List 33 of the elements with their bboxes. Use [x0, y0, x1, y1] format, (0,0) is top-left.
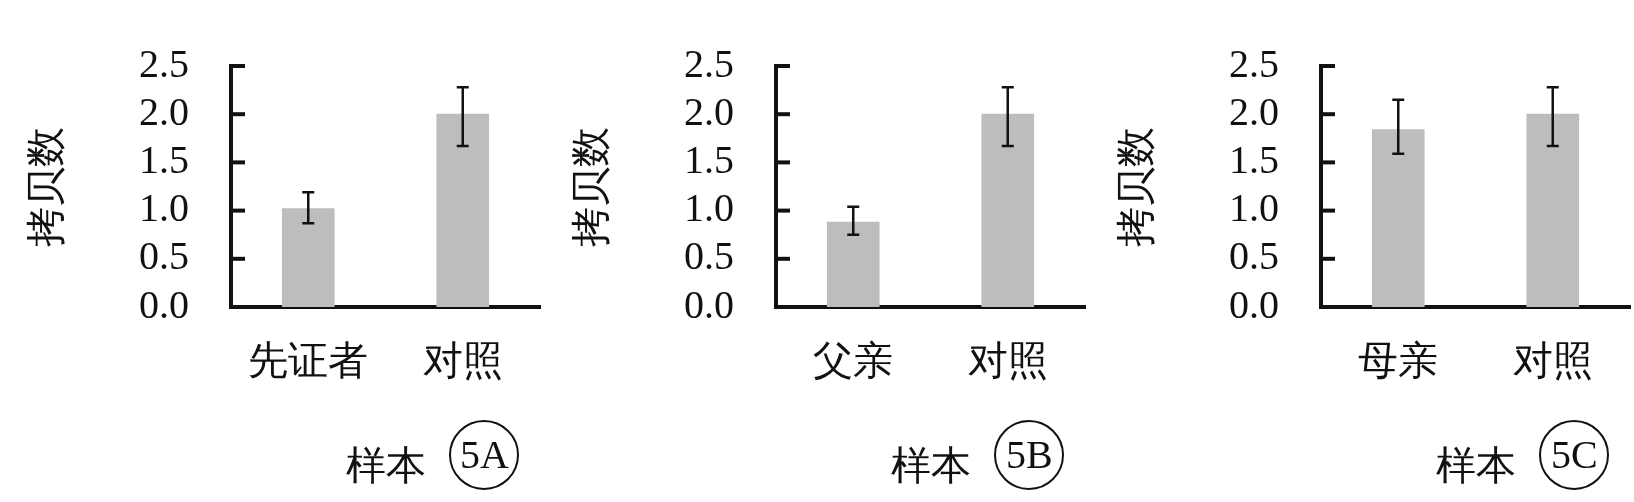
y-tick-label: 1.0	[684, 185, 734, 231]
y-tick-label: 0.0	[684, 281, 734, 327]
y-tick-label: 2.0	[139, 88, 189, 134]
y-tick-label: 1.5	[1229, 136, 1279, 182]
y-tick-label: 2.5	[139, 40, 189, 86]
y-axis-title: 拷贝数	[1112, 126, 1158, 247]
text: 5B	[994, 420, 1065, 490]
y-tick-label: 1.0	[139, 185, 189, 231]
y-tick-label: 2.0	[1229, 88, 1279, 134]
y-tick-label: 2.0	[684, 88, 734, 134]
x-tick-label: 先证者	[248, 337, 369, 383]
y-tick-label: 0.0	[1229, 281, 1279, 327]
x-axis-title: 样本	[890, 442, 971, 488]
x-tick-label: 对照	[967, 337, 1048, 383]
text: 5A	[449, 420, 520, 490]
y-tick-label: 2.5	[684, 40, 734, 86]
x-tick-label: 对照	[1512, 337, 1593, 383]
x-tick-label: 对照	[422, 337, 503, 383]
y-tick-label: 0.5	[139, 233, 189, 279]
y-tick-label: 1.5	[139, 136, 189, 182]
y-axis-title: 拷贝数	[22, 126, 68, 247]
y-tick-label: 2.5	[1229, 40, 1279, 86]
x-axis-title: 样本	[1435, 442, 1516, 488]
y-axis-title: 拷贝数	[567, 126, 613, 247]
x-tick-label: 父亲	[813, 337, 894, 383]
y-tick-label: 0.5	[1229, 233, 1279, 279]
y-tick-label: 1.5	[684, 136, 734, 182]
x-axis-title: 样本	[345, 442, 426, 488]
y-tick-label: 0.0	[139, 281, 189, 327]
text: 5C	[1539, 420, 1610, 490]
y-tick-label: 1.0	[1229, 185, 1279, 231]
y-tick-label: 0.5	[684, 233, 734, 279]
x-tick-label: 母亲	[1358, 337, 1439, 383]
